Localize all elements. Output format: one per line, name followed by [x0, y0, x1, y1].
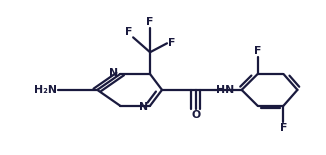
Text: F: F [146, 17, 154, 27]
Text: F: F [280, 123, 287, 133]
Text: H₂N: H₂N [34, 85, 57, 95]
Text: HN: HN [216, 85, 235, 95]
Text: F: F [168, 38, 175, 48]
Text: N: N [139, 102, 148, 111]
Text: F: F [125, 27, 132, 37]
Text: F: F [254, 46, 261, 56]
Text: N: N [110, 68, 119, 78]
Text: O: O [191, 110, 200, 120]
